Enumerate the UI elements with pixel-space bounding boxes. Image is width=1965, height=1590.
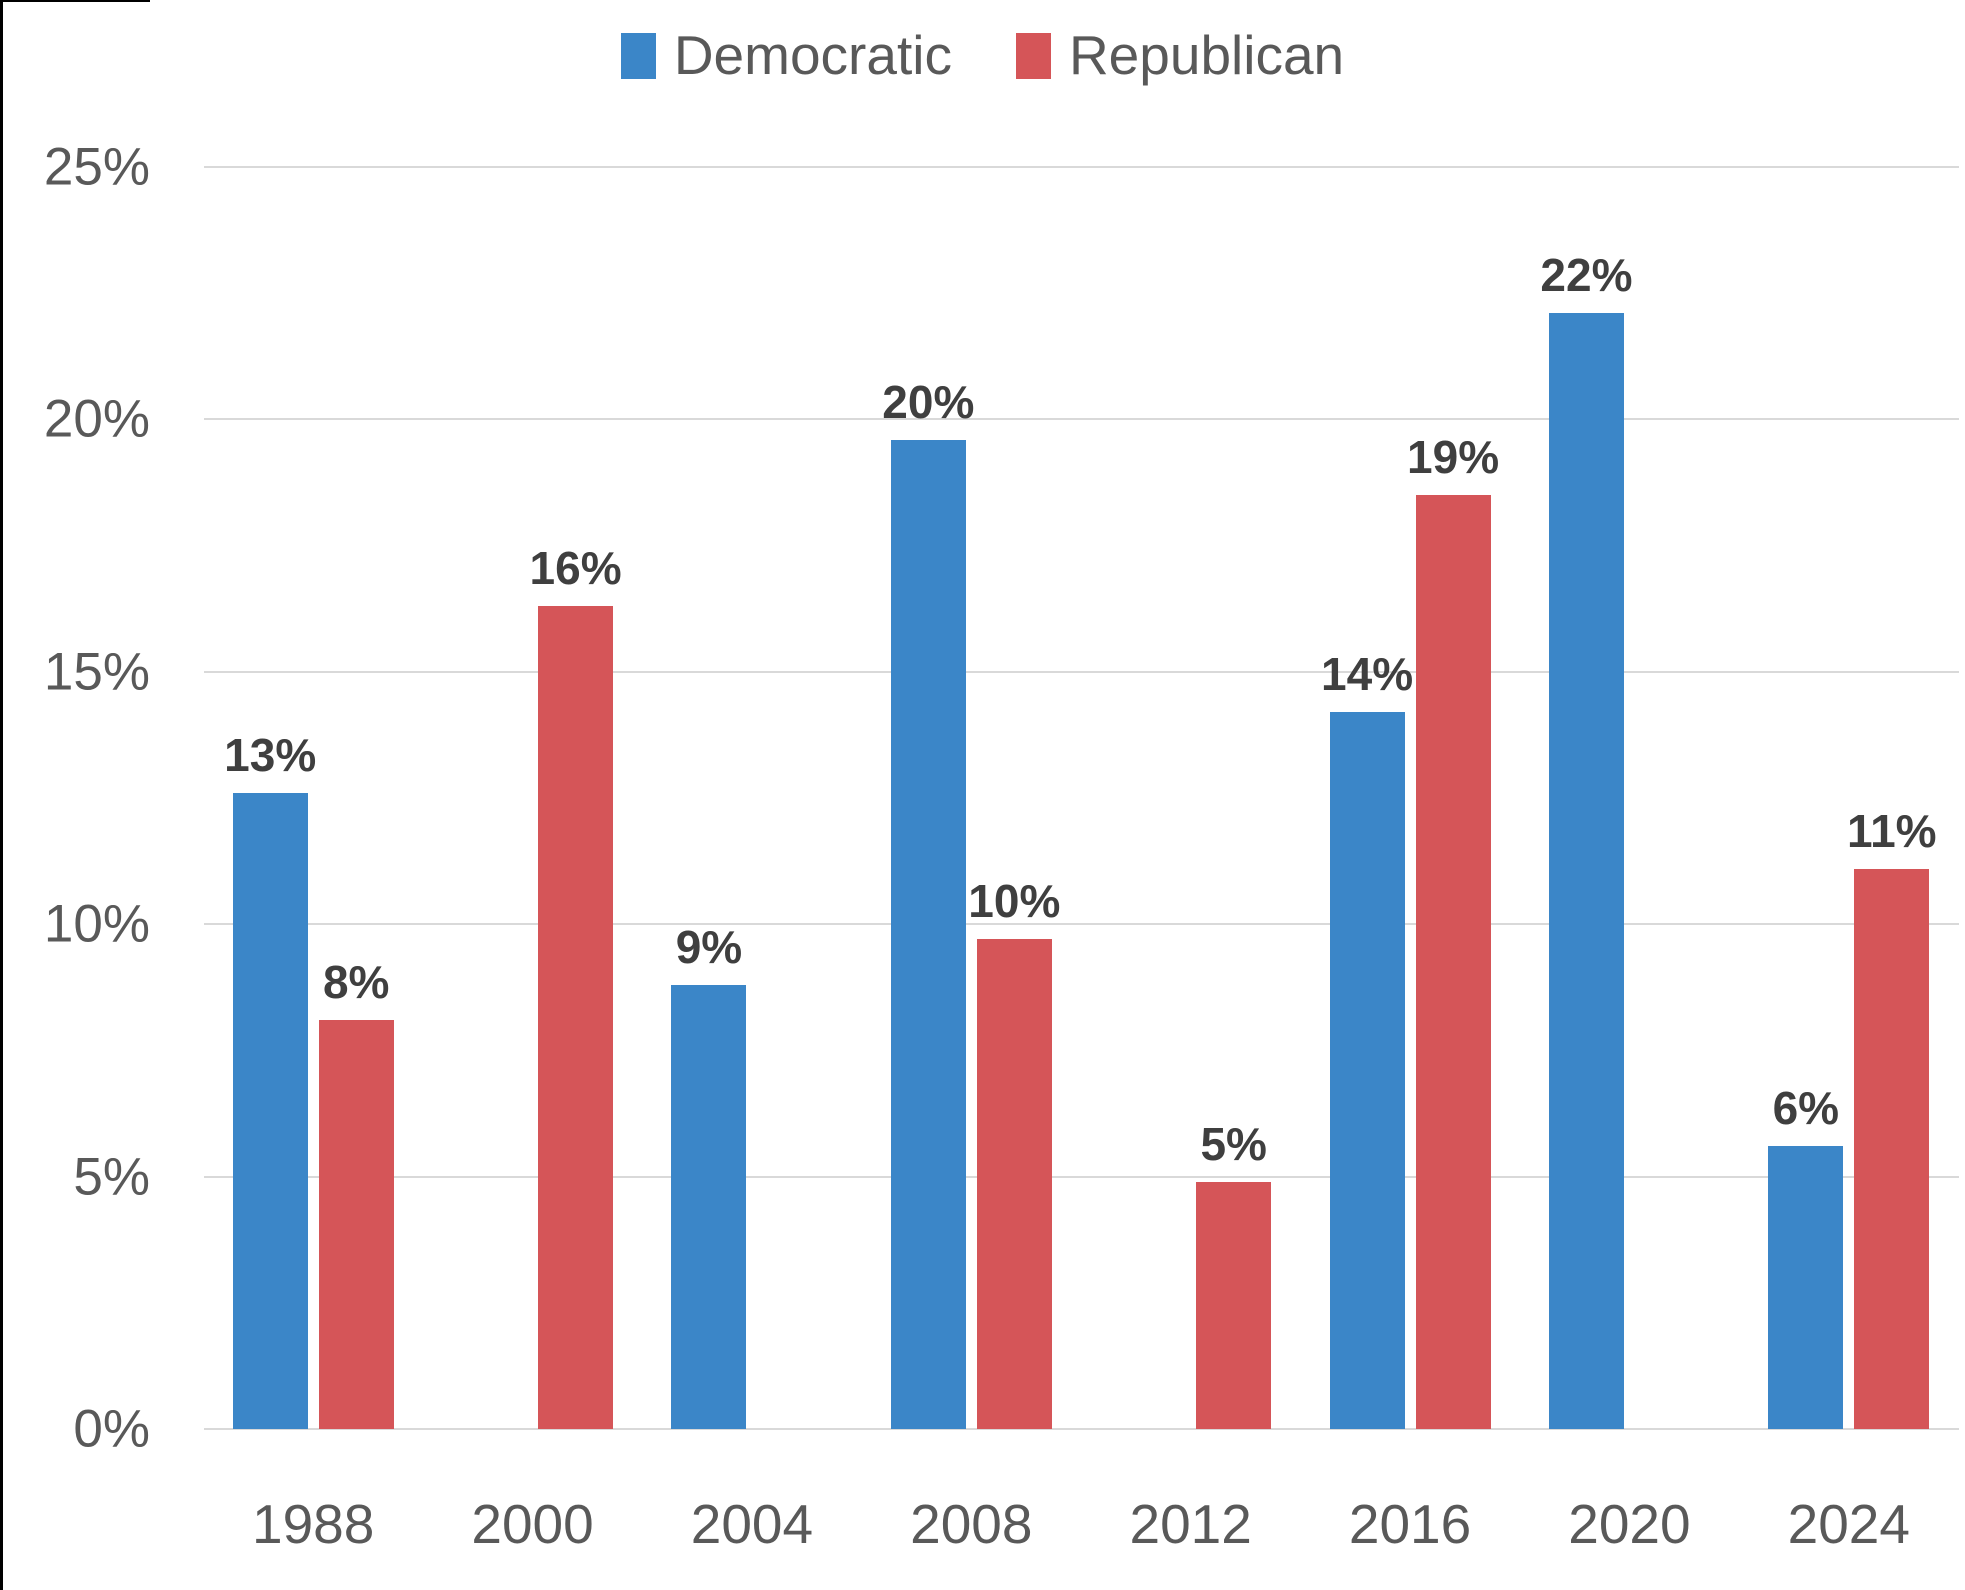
legend-item-democratic: Democratic <box>620 24 952 86</box>
y-tick-label-0: 0% <box>73 1399 150 1459</box>
x-tick-label-2012: 2012 <box>1129 1493 1252 1555</box>
y-tick-label-10: 10% <box>43 894 150 954</box>
bar-republican-2024 <box>1854 868 1930 1429</box>
bar-republican-1988 <box>318 1020 394 1429</box>
legend-item-republican: Republican <box>1015 24 1345 86</box>
gridline-10 <box>203 923 1959 926</box>
bar-republican-2008 <box>976 939 1052 1429</box>
bar-label-democratic-2020: 22% <box>1540 249 1633 302</box>
y-tick-label-25: 25% <box>43 137 150 197</box>
bar-republican-2000 <box>538 606 614 1429</box>
x-tick-label-2000: 2000 <box>471 1493 594 1555</box>
bar-republican-2012 <box>1196 1181 1272 1429</box>
screenshot-border-top <box>0 0 150 2</box>
x-tick-label-2008: 2008 <box>910 1493 1033 1555</box>
bar-democratic-1988 <box>232 792 308 1429</box>
bar-label-democratic-2004: 9% <box>675 920 743 973</box>
bar-label-republican-2012: 5% <box>1200 1117 1267 1170</box>
legend-swatch-democratic <box>620 32 656 79</box>
bar-label-republican-2016: 19% <box>1407 431 1500 484</box>
bar-label-republican-1988: 8% <box>322 956 390 1009</box>
gridline-15 <box>203 670 1959 673</box>
y-tick-label-5: 5% <box>73 1147 150 1207</box>
gridline-5 <box>203 1175 1959 1178</box>
y-tick-label-15: 15% <box>43 642 150 702</box>
bar-label-republican-2008: 10% <box>968 875 1061 928</box>
bar-label-democratic-2016: 14% <box>1321 648 1414 701</box>
bar-label-republican-2000: 16% <box>529 542 622 595</box>
bar-democratic-2020 <box>1548 313 1624 1429</box>
y-tick-label-20: 20% <box>43 389 150 449</box>
x-tick-label-2004: 2004 <box>690 1493 814 1555</box>
x-tick-label-2024: 2024 <box>1787 1493 1910 1555</box>
bar-label-republican-2024: 11% <box>1847 804 1937 857</box>
bar-republican-2016 <box>1415 495 1491 1429</box>
bar-democratic-2024 <box>1768 1146 1844 1429</box>
x-axis-baseline <box>203 1428 1959 1430</box>
x-tick-label-1988: 1988 <box>252 1493 375 1555</box>
bar-democratic-2016 <box>1329 712 1405 1429</box>
x-tick-label-2020: 2020 <box>1568 1493 1691 1555</box>
legend-swatch-republican <box>1015 32 1051 79</box>
legend-label-democratic: Democratic <box>673 24 952 86</box>
chart-legend: Democratic Republican <box>0 28 1965 83</box>
x-tick-label-2016: 2016 <box>1348 1493 1472 1555</box>
bar-label-democratic-2008: 20% <box>882 375 975 428</box>
gridline-20 <box>203 418 1959 421</box>
gridline-25 <box>203 166 1959 168</box>
bar-democratic-2008 <box>890 439 966 1429</box>
bar-label-democratic-2024: 6% <box>1772 1082 1840 1135</box>
bar-democratic-2004 <box>671 984 747 1429</box>
legend-label-republican: Republican <box>1068 24 1345 86</box>
bar-label-democratic-1988: 13% <box>224 728 317 781</box>
screenshot-border-left <box>0 0 3 1590</box>
